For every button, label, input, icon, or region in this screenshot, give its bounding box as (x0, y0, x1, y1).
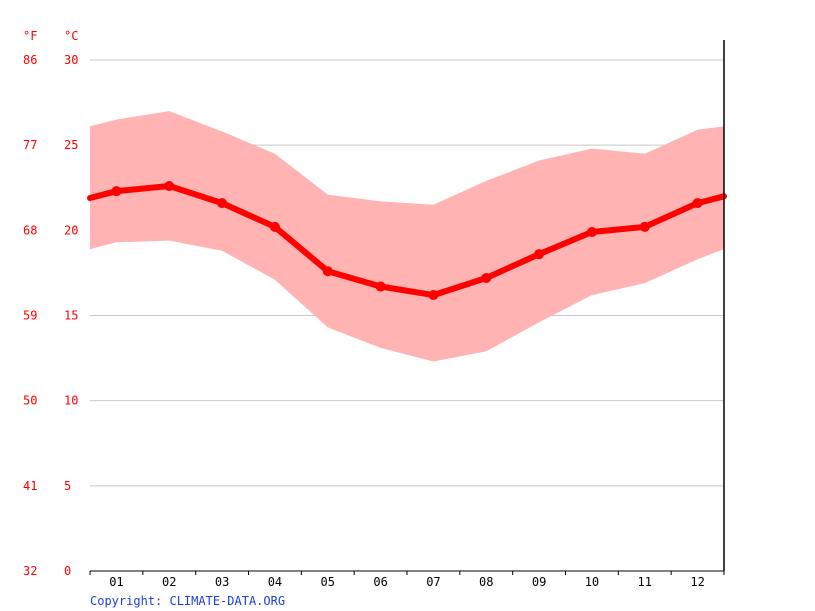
y-tick-fahrenheit-86: 86 (23, 53, 37, 67)
data-point-09 (534, 249, 545, 260)
x-label-05: 05 (321, 575, 335, 589)
x-label-10: 10 (585, 575, 599, 589)
unit-fahrenheit: °F (23, 29, 37, 43)
y-tick-celsius-5: 5 (64, 479, 71, 493)
data-point-07 (428, 290, 439, 301)
x-label-08: 08 (479, 575, 493, 589)
y-tick-celsius-0: 0 (64, 564, 71, 578)
y-axis-labels: °F °C 0 32 5 41 10 50 15 59 20 68 25 77 30 86 (23, 29, 78, 578)
copyright-text[interactable]: Copyright: CLIMATE-DATA.ORG (90, 594, 285, 608)
x-label-01: 01 (109, 575, 123, 589)
y-tick-celsius-10: 10 (64, 394, 78, 408)
x-label-09: 09 (532, 575, 546, 589)
y-tick-fahrenheit-41: 41 (23, 479, 37, 493)
axes (89, 40, 725, 575)
average-temperature-line (87, 183, 727, 299)
y-tick-celsius-25: 25 (64, 138, 78, 152)
data-point-02 (164, 181, 175, 192)
y-tick-celsius-20: 20 (64, 223, 78, 237)
y-tick-fahrenheit-68: 68 (23, 223, 37, 237)
data-point-03 (217, 198, 228, 209)
x-label-11: 11 (638, 575, 652, 589)
x-axis-labels: 01 02 03 04 05 06 07 08 09 10 11 12 (109, 575, 705, 589)
x-label-06: 06 (373, 575, 387, 589)
data-point-05 (322, 266, 333, 277)
data-point-11 (639, 221, 650, 232)
y-tick-fahrenheit-59: 59 (23, 309, 37, 323)
y-tick-celsius-15: 15 (64, 309, 78, 323)
x-label-12: 12 (690, 575, 704, 589)
y-tick-fahrenheit-77: 77 (23, 138, 37, 152)
range-band-area (90, 111, 724, 362)
x-label-02: 02 (162, 575, 176, 589)
data-point-01 (111, 186, 122, 197)
data-point-08 (481, 273, 492, 284)
data-point-12 (692, 198, 703, 209)
y-tick-celsius-30: 30 (64, 53, 78, 67)
x-label-04: 04 (268, 575, 282, 589)
x-label-03: 03 (215, 575, 229, 589)
unit-celsius: °C (64, 29, 78, 43)
temperature-range-band (90, 111, 724, 362)
x-label-07: 07 (426, 575, 440, 589)
data-point-06 (375, 281, 386, 292)
y-tick-fahrenheit-50: 50 (23, 394, 37, 408)
average-line-path (87, 183, 727, 299)
data-point-04 (269, 221, 280, 232)
data-point-10 (586, 227, 597, 238)
data-points (111, 181, 703, 301)
y-tick-fahrenheit-32: 32 (23, 564, 37, 578)
